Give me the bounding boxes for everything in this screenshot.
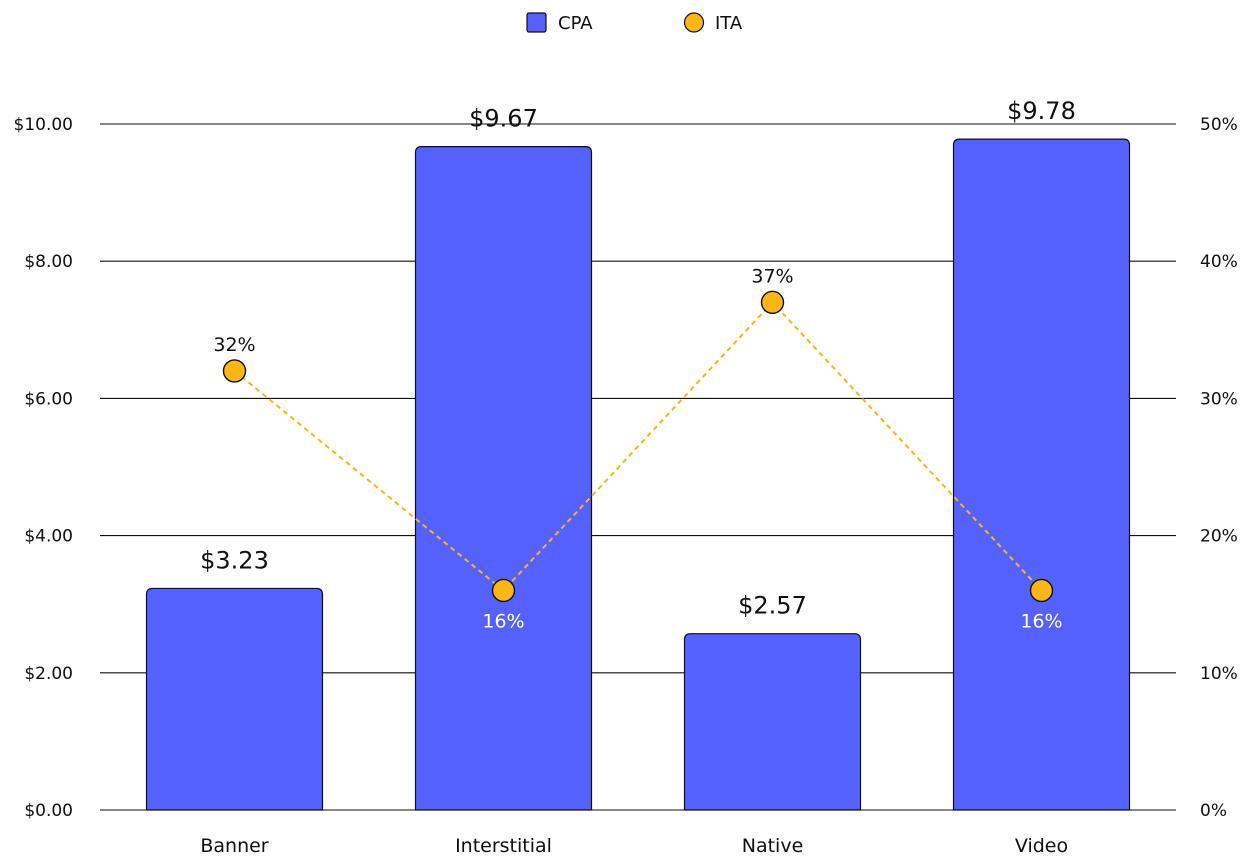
ita-point: [1029, 578, 1054, 603]
ita-points: [222, 290, 1054, 603]
cpa-bar: [145, 587, 324, 811]
right-axis: 0% 10% 20% 30% 40% 50%: [1200, 115, 1238, 821]
cpa-bar: [683, 633, 862, 811]
left-tick-label: $0.00: [24, 801, 73, 821]
legend-swatch-cpa: [526, 12, 547, 33]
ita-point-label: 16%: [482, 610, 524, 632]
x-axis-categories: Banner Interstitial Native Video: [200, 835, 1068, 857]
category-label: Native: [742, 835, 804, 857]
cpa-bar-label: $2.57: [738, 592, 807, 620]
category-label: Video: [1015, 835, 1068, 857]
legend-swatch-ita: [683, 12, 705, 33]
left-tick-label: $2.00: [24, 664, 73, 684]
ita-point: [760, 290, 785, 315]
right-tick-label: 20%: [1200, 527, 1238, 547]
legend-label-ita: ITA: [715, 13, 743, 34]
ita-point: [491, 578, 516, 603]
right-tick-label: 30%: [1200, 389, 1238, 409]
ita-point-label: 32%: [213, 334, 255, 356]
ita-point-label: 37%: [751, 265, 793, 287]
cpa-bars: [145, 138, 1131, 811]
cpa-bar: [414, 146, 593, 811]
cpa-bar-label: $9.78: [1007, 97, 1076, 125]
cpa-bar-label: $3.23: [200, 546, 269, 574]
cpa-bar-labels: $3.23 $9.67 $2.57 $9.78: [200, 97, 1076, 620]
right-tick-label: 40%: [1200, 252, 1238, 272]
right-tick-label: 0%: [1200, 801, 1227, 821]
ita-point-label: 16%: [1020, 610, 1062, 632]
cpa-bar-label: $9.67: [469, 105, 538, 133]
left-axis: $0.00 $2.00 $4.00 $6.00 $8.00 $10.00: [14, 115, 73, 821]
left-tick-label: $10.00: [14, 115, 73, 135]
ita-point-labels: 32% 16% 37% 16%: [213, 265, 1062, 632]
ita-series-line: [233, 300, 1043, 592]
ita-point: [222, 359, 247, 383]
legend-label-cpa: CPA: [558, 13, 593, 34]
ita-line: [233, 300, 1043, 592]
legend: CPA ITA: [526, 12, 743, 34]
left-tick-label: $8.00: [24, 252, 73, 272]
left-tick-label: $6.00: [24, 389, 73, 409]
right-tick-label: 50%: [1200, 115, 1238, 135]
category-label: Banner: [200, 835, 268, 857]
left-tick-label: $4.00: [24, 527, 73, 547]
cpa-bar: [952, 138, 1131, 811]
right-tick-label: 10%: [1200, 664, 1238, 684]
category-label: Interstitial: [455, 835, 552, 857]
